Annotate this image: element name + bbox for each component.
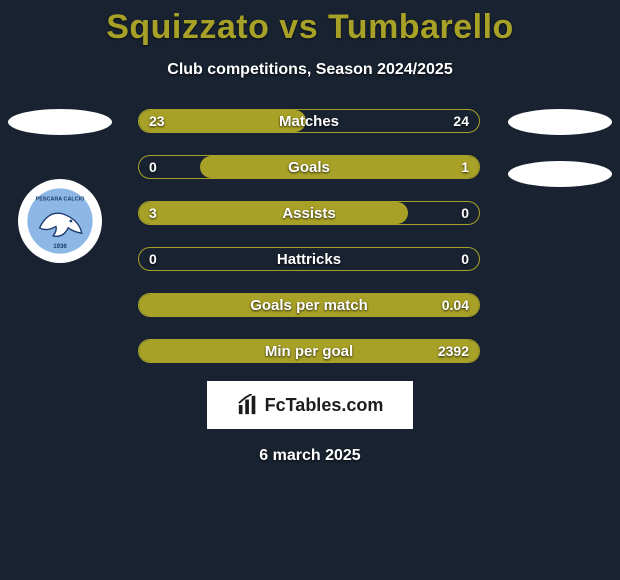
page-title: Squizzato vs Tumbarello [0, 0, 620, 47]
player-left-badge-placeholder [8, 109, 112, 135]
stat-row: 23Matches24 [138, 109, 480, 133]
chart-date: 6 march 2025 [0, 447, 620, 465]
badge-text-bottom: 1936 [53, 243, 67, 250]
badge-text-top: PESCARA CALCIO [36, 197, 85, 203]
pescara-logo-icon: PESCARA CALCIO 1936 [26, 187, 94, 255]
stats-bars-icon [237, 394, 259, 416]
stat-row: Goals per match0.04 [138, 293, 480, 317]
brand-text: FcTables.com [265, 395, 384, 416]
stat-value-right: 0 [461, 202, 469, 224]
page-subtitle: Club competitions, Season 2024/2025 [0, 61, 620, 79]
stat-value-right: 24 [453, 110, 469, 132]
stat-bars-container: 23Matches240Goals13Assists00Hattricks0Go… [138, 109, 480, 385]
stat-label: Hattricks [139, 248, 479, 270]
stat-row: 0Hattricks0 [138, 247, 480, 271]
stat-value-left: 0 [149, 248, 157, 270]
stat-fill [139, 340, 479, 362]
stat-fill [139, 294, 479, 316]
stat-row: Min per goal2392 [138, 339, 480, 363]
club-badge-pescara: PESCARA CALCIO 1936 [18, 179, 102, 263]
stat-row: 0Goals1 [138, 155, 480, 179]
dolphin-eye [70, 220, 73, 223]
stat-fill [139, 110, 306, 132]
stat-fill [200, 156, 479, 178]
stat-value-left: 0 [149, 156, 157, 178]
player-right-badge-placeholder-1 [508, 109, 612, 135]
player-right-badge-placeholder-2 [508, 161, 612, 187]
stat-row: 3Assists0 [138, 201, 480, 225]
brand-box: FcTables.com [207, 381, 413, 429]
stat-value-right: 0 [461, 248, 469, 270]
stat-fill [139, 202, 408, 224]
